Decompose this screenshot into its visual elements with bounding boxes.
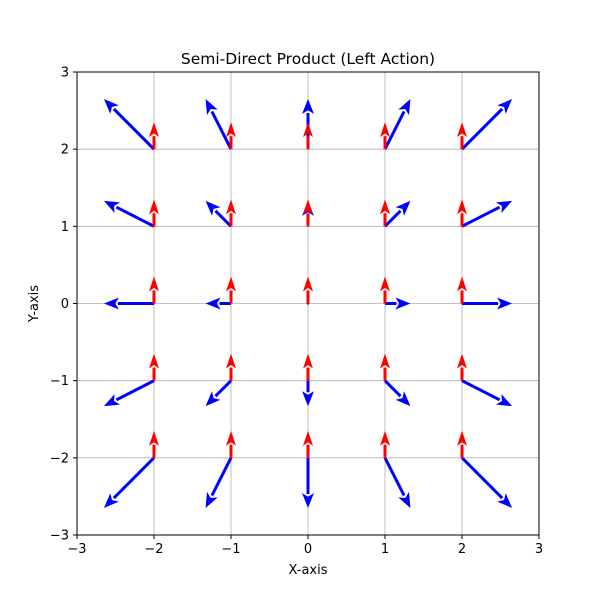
red-vector: [457, 276, 467, 304]
blue-vector: [383, 457, 411, 508]
red-vector: [380, 122, 390, 150]
red-vector: [149, 353, 159, 381]
blue-vector: [462, 297, 513, 310]
blue-vector: [383, 379, 411, 407]
red-vector-series: [149, 122, 467, 458]
blue-vector: [385, 297, 411, 310]
y-tick-label: −1: [50, 374, 69, 389]
y-tick-label: 0: [61, 297, 69, 312]
x-axis-label: X-axis: [289, 563, 328, 578]
red-vector: [457, 430, 467, 458]
blue-vector: [205, 457, 233, 508]
blue-vector: [383, 99, 411, 150]
red-vector: [149, 199, 159, 227]
x-tick-label: −3: [67, 542, 86, 557]
red-vector: [380, 430, 390, 458]
x-tick-label: 3: [535, 542, 543, 557]
red-vector: [149, 276, 159, 304]
blue-vector: [103, 200, 155, 228]
blue-vector: [205, 297, 231, 310]
x-tick-label: 0: [304, 542, 312, 557]
x-tick-label: 2: [458, 542, 466, 557]
red-vector: [457, 122, 467, 150]
blue-vector: [460, 456, 513, 508]
x-tick-label: 1: [381, 542, 389, 557]
red-vector: [303, 430, 313, 458]
blue-vector: [461, 379, 513, 407]
red-vector: [457, 353, 467, 381]
blue-vector: [460, 99, 513, 151]
blue-vector: [103, 99, 156, 151]
blue-vector: [383, 200, 411, 228]
red-vector: [149, 430, 159, 458]
axis-ticks: −3 −2 −1 0 1 2 3 −3 −2 −1 0 1 2 3: [50, 66, 543, 558]
x-tick-label: −2: [144, 542, 163, 557]
blue-vector: [103, 297, 154, 310]
y-tick-label: −2: [50, 451, 69, 466]
y-tick-label: 3: [61, 66, 69, 81]
blue-vector: [461, 200, 513, 228]
blue-vector: [302, 457, 314, 508]
y-tick-label: 1: [61, 220, 69, 235]
red-vector: [303, 199, 313, 227]
y-tick-label: −3: [50, 529, 69, 544]
red-vector: [149, 122, 159, 150]
red-vector: [380, 353, 390, 381]
blue-vector: [103, 456, 156, 508]
blue-vector: [302, 380, 314, 407]
red-vector: [303, 122, 313, 150]
red-vector: [457, 199, 467, 227]
red-vector: [303, 353, 313, 381]
red-vector: [303, 276, 313, 304]
red-vector: [380, 199, 390, 227]
red-vector: [226, 122, 236, 150]
chart-title: Semi-Direct Product (Left Action): [181, 50, 435, 68]
red-vector: [226, 199, 236, 227]
y-tick-label: 2: [61, 143, 69, 158]
red-vector: [226, 353, 236, 381]
red-vector: [226, 276, 236, 304]
red-vector: [380, 276, 390, 304]
blue-vector: [205, 379, 233, 407]
blue-vector: [205, 99, 233, 150]
blue-vector: [103, 379, 155, 407]
red-vector: [226, 430, 236, 458]
blue-vector: [205, 200, 233, 228]
y-axis-label: Y-axis: [27, 285, 42, 323]
x-tick-label: −1: [221, 542, 240, 557]
